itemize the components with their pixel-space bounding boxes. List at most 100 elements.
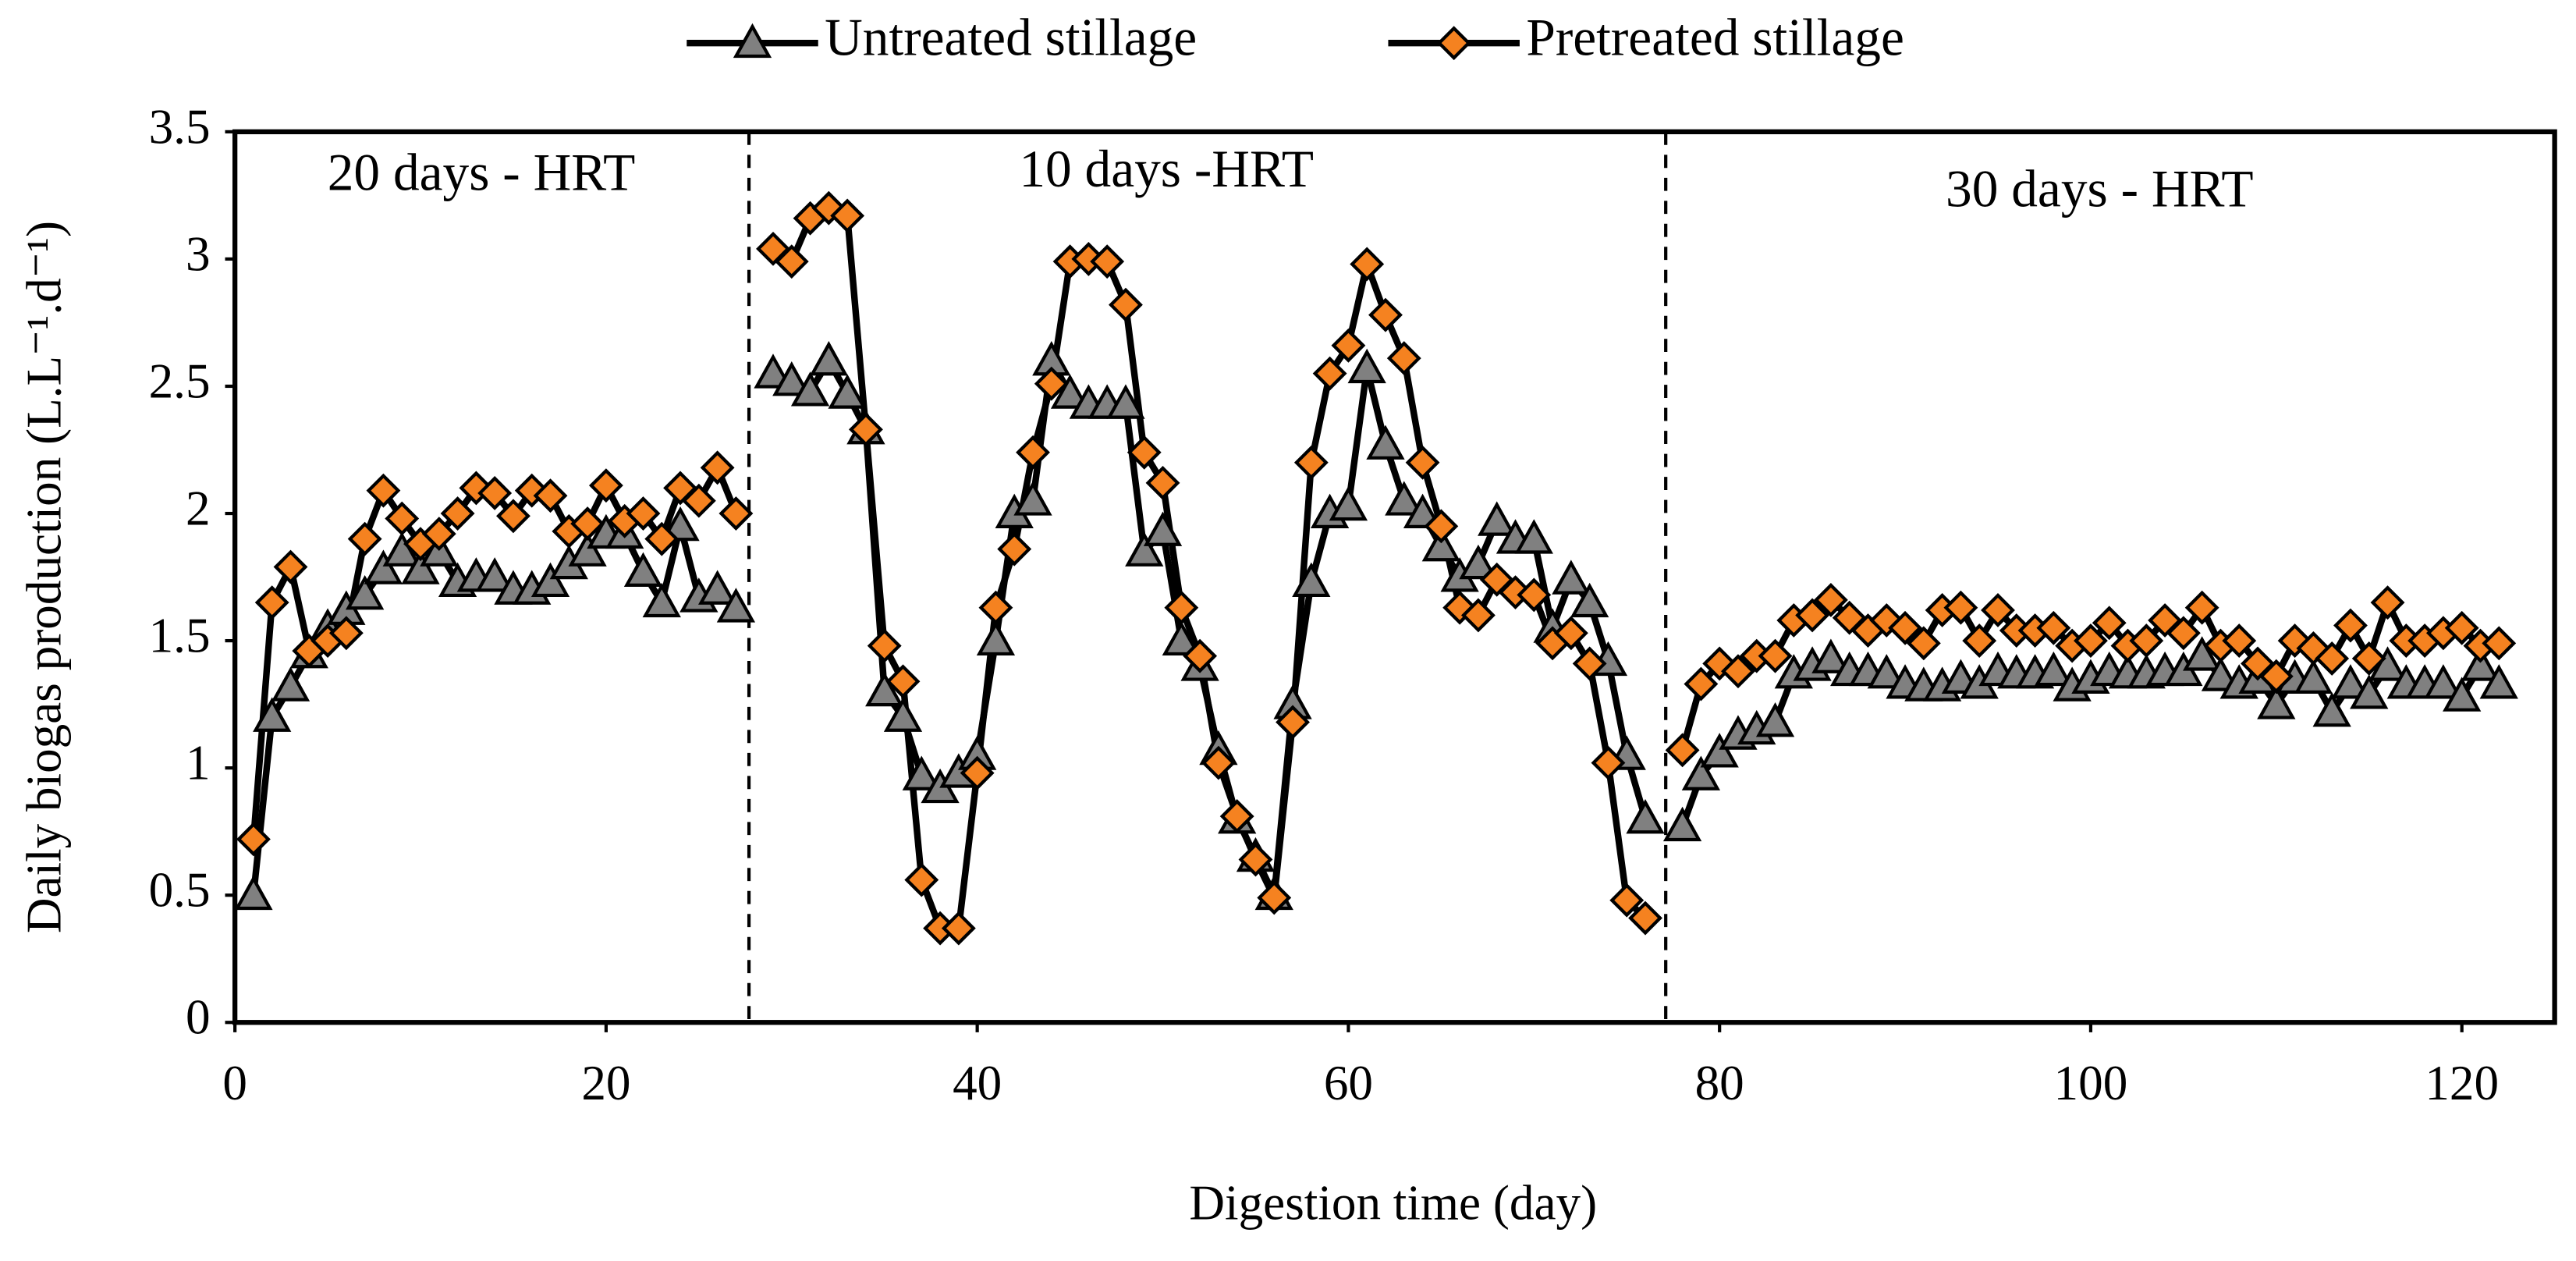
- marker: [2350, 674, 2389, 709]
- x-tick-label: 100: [2054, 1056, 2128, 1110]
- marker: [254, 585, 289, 620]
- marker: [1312, 356, 1347, 391]
- legend-label: Untreated stillage: [825, 9, 1197, 67]
- marker: [716, 588, 756, 623]
- annotation: 30 days - HRT: [1946, 159, 2254, 218]
- marker: [2201, 656, 2241, 691]
- marker: [2184, 590, 2219, 625]
- marker: [790, 371, 830, 407]
- marker: [2370, 585, 2405, 620]
- marker: [1162, 620, 1201, 656]
- marker: [530, 562, 570, 598]
- marker: [1552, 559, 1591, 595]
- marker: [1106, 384, 1145, 419]
- marker: [1721, 654, 1755, 689]
- marker: [1811, 638, 1850, 673]
- marker: [1293, 445, 1329, 480]
- marker: [2257, 684, 2296, 719]
- marker: [1238, 842, 1273, 877]
- y-tick-label: 2.5: [149, 353, 211, 408]
- x-tick-label: 120: [2425, 1056, 2499, 1110]
- marker: [1981, 593, 2015, 627]
- marker: [865, 671, 904, 707]
- marker: [1962, 623, 1997, 659]
- marker: [2333, 608, 2368, 643]
- marker: [830, 198, 865, 233]
- marker: [754, 353, 793, 389]
- marker: [978, 590, 1013, 625]
- marker: [1164, 590, 1199, 625]
- marker: [626, 496, 661, 531]
- marker: [570, 506, 605, 542]
- marker: [2222, 623, 2257, 659]
- marker: [1906, 626, 1941, 661]
- marker: [1572, 646, 1607, 681]
- annotation: 20 days - HRT: [328, 143, 636, 201]
- marker: [1681, 755, 1721, 790]
- marker: [366, 473, 401, 508]
- marker: [2331, 664, 2370, 699]
- marker: [2073, 623, 2108, 659]
- marker: [1514, 519, 1553, 554]
- marker: [1350, 247, 1385, 282]
- marker: [1888, 610, 1922, 645]
- marker: [644, 521, 679, 556]
- marker: [234, 875, 273, 911]
- y-tick-label: 3.5: [149, 99, 211, 154]
- marker: [1591, 745, 1626, 780]
- marker: [1405, 445, 1440, 480]
- marker: [941, 911, 976, 946]
- x-axis-title: Digestion time (day): [1189, 1176, 1597, 1231]
- marker: [2444, 610, 2479, 645]
- marker: [1127, 435, 1162, 470]
- marker: [1143, 511, 1183, 546]
- x-tick-label: 20: [581, 1056, 630, 1110]
- x-tick-label: 80: [1695, 1056, 1744, 1110]
- marker: [2129, 623, 2164, 659]
- marker: [273, 549, 308, 584]
- legend-item: Pretreated stillage: [1388, 9, 1904, 67]
- marker: [1034, 366, 1069, 401]
- x-tick-label: 60: [1324, 1056, 1373, 1110]
- marker: [733, 23, 772, 59]
- marker: [700, 450, 735, 485]
- legend-label: Pretreated stillage: [1526, 9, 1904, 67]
- marker: [1459, 544, 1498, 580]
- marker: [1013, 481, 1052, 516]
- marker: [271, 666, 310, 702]
- plot-frame: [232, 129, 2557, 1025]
- marker: [2443, 677, 2482, 712]
- marker: [2482, 626, 2517, 661]
- marker: [421, 517, 456, 552]
- marker: [623, 552, 663, 587]
- marker: [1628, 900, 1662, 936]
- marker: [533, 478, 568, 513]
- y-tick-label: 1.5: [149, 609, 211, 663]
- marker: [2461, 646, 2500, 681]
- marker: [1109, 287, 1143, 322]
- marker: [1609, 883, 1645, 918]
- y-axis-title: Daily biogas production (L.L⁻¹.d⁻¹): [17, 221, 72, 933]
- marker: [1795, 598, 1830, 633]
- marker: [346, 574, 385, 610]
- marker: [867, 628, 902, 663]
- legend-item: Untreated stillage: [687, 9, 1197, 67]
- marker: [1436, 26, 1471, 61]
- marker: [568, 531, 607, 567]
- marker: [828, 374, 867, 409]
- marker: [1813, 582, 1848, 617]
- marker: [1347, 348, 1386, 384]
- x-tick-label: 40: [953, 1056, 1002, 1110]
- marker: [997, 531, 1032, 567]
- marker: [2034, 651, 2073, 687]
- marker: [1570, 582, 1609, 618]
- marker: [440, 496, 475, 531]
- marker: [661, 506, 700, 542]
- marker: [2351, 641, 2386, 676]
- marker: [1421, 527, 1460, 562]
- annotation: 10 days -HRT: [1019, 140, 1314, 198]
- marker: [1758, 638, 1793, 673]
- marker: [1460, 598, 1496, 633]
- marker: [1016, 435, 1050, 470]
